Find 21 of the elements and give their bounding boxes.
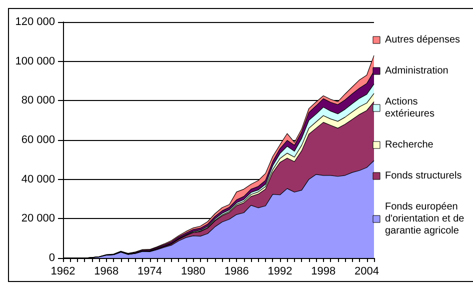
y-tick-label: 100 000 — [15, 55, 55, 68]
legend-label: Actions extérieures — [385, 96, 434, 120]
legend-label: Fonds européen d'orientation et de garantie agricole — [385, 202, 467, 236]
x-tick-label: 1998 — [311, 266, 336, 278]
x-tick-label: 1986 — [224, 266, 249, 278]
x-tick-label: 1992 — [268, 266, 292, 278]
y-tick-label: 60 000 — [21, 134, 55, 146]
x-tick-label: 1962 — [50, 266, 76, 278]
y-tick-label: 120 000 — [15, 16, 55, 28]
legend-label: Autres dépenses — [385, 34, 460, 46]
x-tick-label: 1968 — [94, 266, 119, 278]
x-tick-label: 1980 — [180, 266, 206, 278]
legend-label: Recherche — [385, 140, 434, 150]
legend-label: Administration — [385, 66, 448, 76]
legend-label: Fonds structurels — [385, 170, 462, 182]
y-tick-label: 80 000 — [21, 94, 55, 107]
y-tick-label: 40 000 — [21, 173, 55, 186]
x-tick-label: 2004 — [354, 266, 380, 278]
x-tick-label: 1974 — [138, 266, 162, 278]
y-tick-label: 20 000 — [21, 212, 55, 225]
y-tick-label: 0 — [48, 252, 55, 264]
